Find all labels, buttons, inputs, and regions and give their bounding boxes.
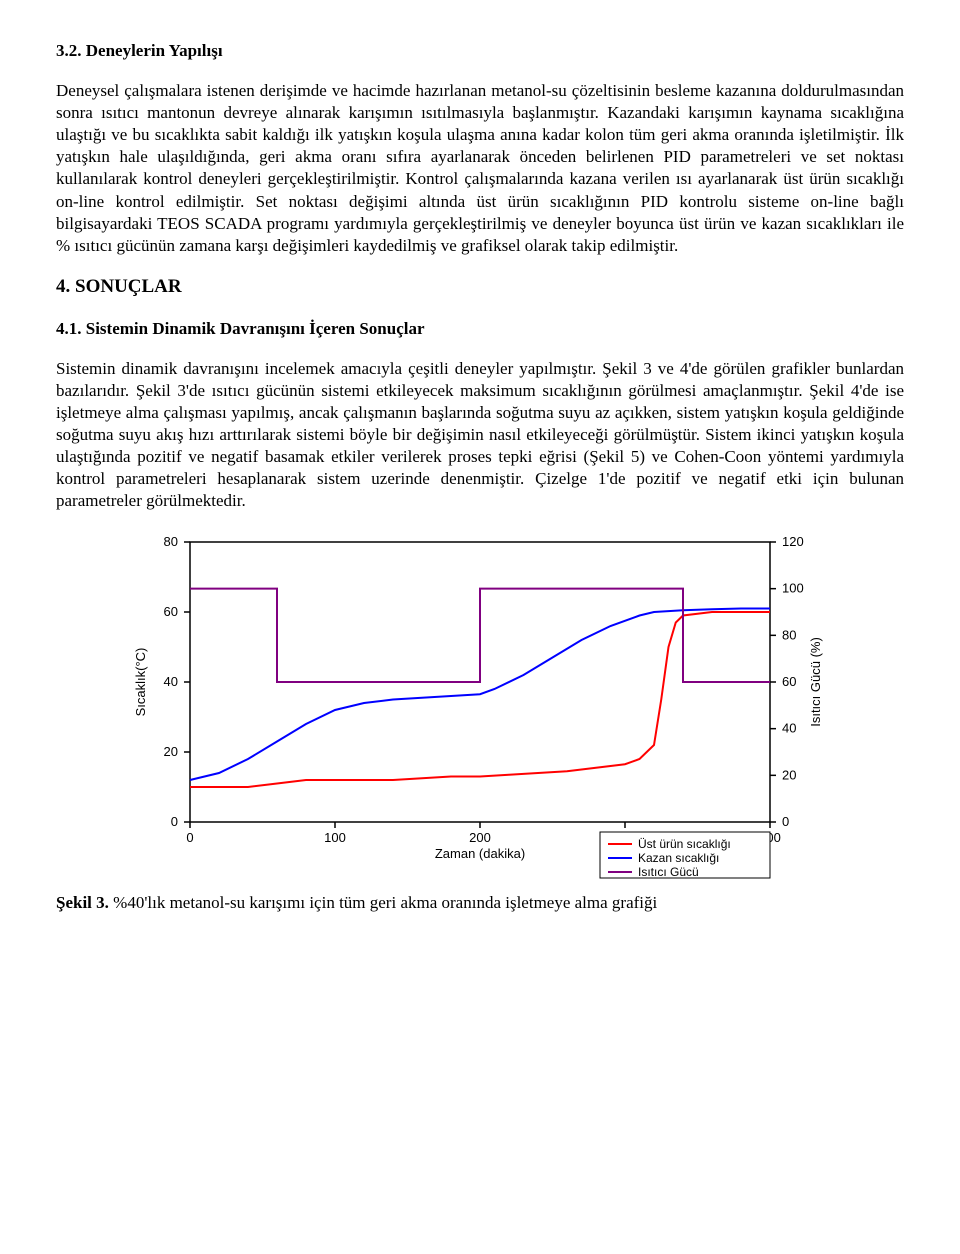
svg-text:Isıtıcı Gücü: Isıtıcı Gücü: [638, 865, 699, 879]
svg-text:80: 80: [164, 534, 178, 549]
chart-svg: 0100200300400Zaman (dakika)020406080Sıca…: [110, 532, 850, 882]
section-heading-4: 4. SONUÇLAR: [56, 275, 904, 300]
svg-text:Zaman (dakika): Zaman (dakika): [435, 846, 525, 861]
section-heading-4-1: 4.1. Sistemin Dinamik Davranışını İçeren…: [56, 318, 904, 340]
svg-text:20: 20: [782, 768, 796, 783]
figure-3-chart: 0100200300400Zaman (dakika)020406080Sıca…: [110, 532, 850, 882]
svg-text:200: 200: [469, 830, 491, 845]
svg-text:120: 120: [782, 534, 804, 549]
figure-3-caption: Şekil 3. %40'lık metanol-su karışımı içi…: [56, 892, 904, 914]
svg-text:Kazan sıcaklığı: Kazan sıcaklığı: [638, 851, 719, 865]
svg-text:0: 0: [171, 814, 178, 829]
section-heading-3-2: 3.2. Deneylerin Yapılışı: [56, 40, 904, 62]
svg-text:100: 100: [324, 830, 346, 845]
svg-text:100: 100: [782, 581, 804, 596]
caption-label: Şekil 3.: [56, 893, 109, 912]
caption-text: %40'lık metanol-su karışımı için tüm ger…: [109, 893, 657, 912]
svg-text:60: 60: [164, 604, 178, 619]
svg-text:40: 40: [782, 721, 796, 736]
svg-text:Sıcaklık(°C): Sıcaklık(°C): [133, 648, 148, 717]
svg-text:Üst ürün sıcaklığı: Üst ürün sıcaklığı: [638, 837, 731, 851]
svg-text:0: 0: [782, 814, 789, 829]
paragraph-experiment-setup: Deneysel çalışmalara istenen derişimde v…: [56, 80, 904, 257]
svg-text:80: 80: [782, 628, 796, 643]
svg-text:40: 40: [164, 674, 178, 689]
svg-text:60: 60: [782, 674, 796, 689]
paragraph-dynamic-behavior: Sistemin dinamik davranışını incelemek a…: [56, 358, 904, 513]
svg-text:20: 20: [164, 744, 178, 759]
svg-text:Isıtıcı Gücü (%): Isıtıcı Gücü (%): [808, 637, 823, 727]
svg-text:0: 0: [186, 830, 193, 845]
